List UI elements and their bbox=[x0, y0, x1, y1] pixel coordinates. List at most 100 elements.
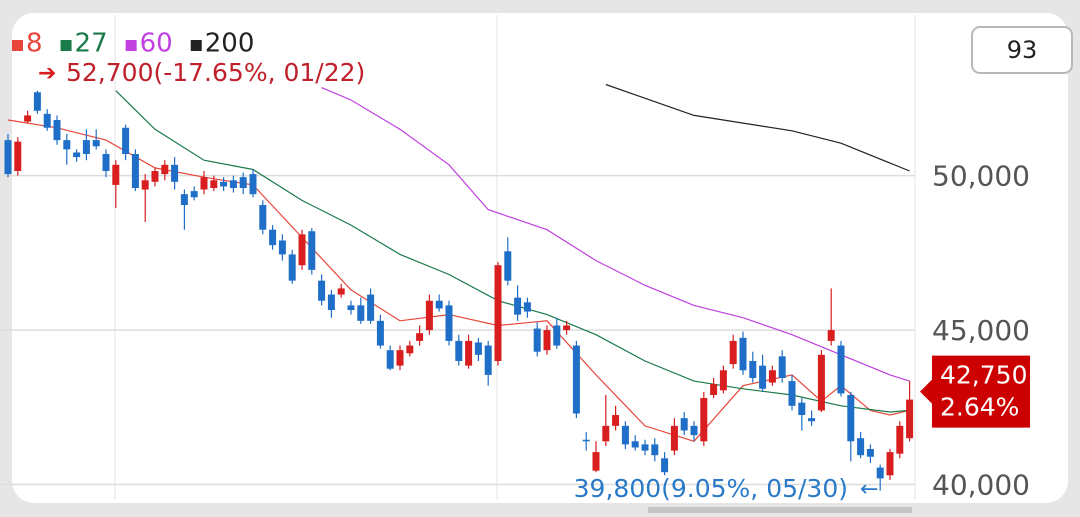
candle-body bbox=[347, 305, 355, 311]
candle-body bbox=[308, 231, 316, 270]
candle-body bbox=[602, 425, 610, 442]
card bbox=[12, 13, 1068, 503]
ma-line bbox=[321, 87, 910, 382]
candle-body bbox=[73, 152, 81, 158]
candle-body bbox=[739, 337, 747, 371]
candle-body bbox=[82, 140, 90, 155]
candle-body bbox=[572, 345, 580, 414]
candle-body bbox=[465, 340, 473, 366]
last-price-box bbox=[920, 355, 1030, 428]
ma-line bbox=[7, 119, 910, 442]
candle-body bbox=[122, 127, 130, 155]
candle-body bbox=[876, 467, 884, 479]
candle-body bbox=[337, 288, 345, 295]
candle-body bbox=[582, 439, 590, 442]
last-change-label: 2.64% bbox=[940, 393, 1019, 422]
candle-body bbox=[318, 280, 326, 301]
candle-body bbox=[14, 141, 22, 172]
candle-body bbox=[92, 140, 100, 147]
ma-line bbox=[115, 90, 910, 413]
period-box[interactable] bbox=[971, 26, 1073, 74]
y-tick-label: 40,000 bbox=[932, 469, 1030, 502]
candle-body bbox=[445, 305, 453, 341]
candle-body bbox=[514, 297, 522, 315]
candle-body bbox=[406, 345, 414, 354]
candle-body bbox=[847, 394, 855, 442]
legend-label: 27 bbox=[75, 29, 108, 59]
candle-body bbox=[435, 300, 443, 309]
candle-body bbox=[837, 345, 845, 394]
period-text[interactable]: 93 bbox=[1007, 36, 1038, 64]
candle-body bbox=[396, 350, 404, 366]
legend-label: 8 bbox=[26, 29, 43, 59]
candle-body bbox=[200, 177, 208, 190]
candle-body bbox=[376, 320, 384, 346]
period-button[interactable]: 93 bbox=[971, 26, 1073, 74]
candle-body bbox=[612, 415, 620, 426]
candle-body bbox=[729, 340, 737, 365]
candle-body bbox=[102, 154, 110, 172]
candle-body bbox=[63, 140, 71, 150]
candle-body bbox=[553, 325, 561, 346]
last-price-tag: 42,750 2.64% bbox=[920, 355, 1030, 428]
candle-body bbox=[141, 180, 149, 190]
legend-swatch bbox=[125, 40, 137, 51]
ma-lines bbox=[7, 83, 910, 442]
candle-body bbox=[288, 254, 296, 281]
candle-body bbox=[886, 452, 894, 476]
candle-body bbox=[357, 305, 365, 321]
candle-body bbox=[661, 458, 669, 473]
candle-body bbox=[161, 164, 169, 175]
candle-body bbox=[425, 300, 433, 331]
candle-body bbox=[151, 171, 159, 182]
legend-swatch bbox=[12, 40, 23, 51]
candle-body bbox=[533, 328, 541, 352]
candle-body bbox=[259, 204, 267, 230]
legend-swatch bbox=[190, 40, 202, 51]
candle-body bbox=[416, 333, 424, 341]
candle-body bbox=[719, 370, 727, 391]
candle-body bbox=[906, 399, 914, 439]
candle-body bbox=[592, 452, 600, 471]
y-tick-label: 50,000 bbox=[932, 160, 1030, 193]
candle-body bbox=[190, 191, 198, 198]
candle-body bbox=[857, 438, 865, 456]
candle-body bbox=[474, 342, 482, 355]
candle-body bbox=[808, 418, 816, 422]
candle-body bbox=[778, 356, 786, 378]
candle-body bbox=[749, 360, 757, 378]
candle-body bbox=[249, 174, 257, 195]
candle-body bbox=[220, 181, 228, 187]
candle-body bbox=[455, 340, 463, 361]
candle-body bbox=[759, 365, 767, 389]
candle-body bbox=[523, 302, 531, 312]
candle-body bbox=[494, 265, 502, 361]
candle-body bbox=[367, 294, 375, 321]
candle-body bbox=[866, 449, 874, 457]
candle-body bbox=[33, 92, 41, 111]
candle-body bbox=[210, 180, 218, 188]
candle-body bbox=[670, 425, 678, 451]
candle-body bbox=[563, 325, 571, 331]
candle-body bbox=[180, 194, 188, 205]
candle-body bbox=[504, 251, 512, 281]
candle-body bbox=[896, 425, 904, 454]
legend: 8 27 60 200 bbox=[12, 29, 254, 59]
candle-body bbox=[43, 113, 51, 128]
candle-body bbox=[278, 240, 286, 255]
ma-line bbox=[605, 83, 910, 172]
candle-body bbox=[710, 384, 718, 395]
candle-body bbox=[386, 350, 394, 369]
legend-swatch bbox=[60, 40, 72, 51]
last-price-label: 42,750 bbox=[940, 361, 1027, 390]
candle-body bbox=[24, 115, 32, 122]
candle-body bbox=[680, 418, 688, 431]
candle-body bbox=[631, 441, 639, 448]
candle-body bbox=[641, 444, 649, 451]
candle-body bbox=[171, 164, 179, 182]
candle-body bbox=[131, 154, 139, 188]
candle-body bbox=[298, 234, 306, 266]
min-label: 39,800(9.05%, 05/30) bbox=[574, 474, 848, 503]
candle-body bbox=[229, 180, 237, 188]
candle-body bbox=[788, 381, 796, 406]
